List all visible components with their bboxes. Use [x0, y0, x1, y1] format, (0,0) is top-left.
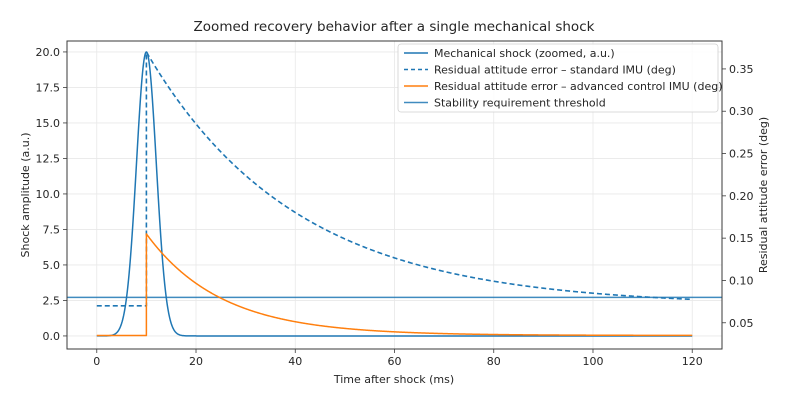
legend-label: Residual attitude error – advanced contr… [434, 80, 723, 93]
series-advanced-imu [96, 233, 693, 337]
y-tick-label-right: 0.25 [729, 148, 754, 161]
y-axis-right-label: Residual attitude error (deg) [757, 117, 770, 273]
legend-label: Stability requirement threshold [434, 97, 606, 110]
y-tick-label-left: 2.5 [43, 294, 61, 307]
y-tick-label-left: 0.0 [43, 330, 61, 343]
y-tick-label-left: 17.5 [36, 81, 61, 94]
legend: Mechanical shock (zoomed, a.u.) Residual … [397, 43, 723, 113]
y-tick-label-left: 20.0 [36, 46, 61, 59]
y-tick-label-left: 7.5 [43, 223, 61, 236]
x-tick-label: 120 [682, 355, 703, 368]
y-tick-label-right: 0.35 [729, 63, 754, 76]
x-axis: 0 20 40 60 80 100 120 [93, 349, 703, 368]
x-tick-label: 80 [487, 355, 501, 368]
y-tick-label-left: 10.0 [36, 188, 61, 201]
y-tick-label-right: 0.15 [729, 232, 754, 245]
legend-box [397, 43, 719, 113]
y-axis-left-label: Shock amplitude (a.u.) [19, 133, 32, 258]
x-tick-label: 40 [288, 355, 302, 368]
series-layer [67, 51, 722, 337]
y-tick-label-left: 5.0 [43, 259, 61, 272]
legend-label: Residual attitude error – standard IMU (… [434, 64, 676, 77]
y-axis-left: 0.0 2.5 5.0 7.5 10.0 12.5 15.0 17.5 20.0 [36, 46, 67, 343]
y-tick-label-left: 12.5 [36, 152, 61, 165]
legend-label: Mechanical shock (zoomed, a.u.) [434, 47, 615, 60]
x-axis-label: Time after shock (ms) [333, 373, 454, 386]
x-tick-label: 60 [388, 355, 402, 368]
chart-title: Zoomed recovery behavior after a single … [194, 19, 595, 35]
y-tick-label-right: 0.05 [729, 317, 754, 330]
x-tick-label: 20 [189, 355, 203, 368]
y-tick-label-right: 0.30 [729, 105, 754, 118]
x-tick-label: 100 [582, 355, 603, 368]
y-tick-label-right: 0.10 [729, 274, 754, 287]
y-tick-label-right: 0.20 [729, 190, 754, 203]
series-standard-imu [96, 51, 693, 307]
y-axis-right: 0.05 0.10 0.15 0.20 0.25 0.30 0.35 [722, 63, 754, 330]
y-tick-label-left: 15.0 [36, 117, 61, 130]
x-tick-label: 0 [93, 355, 100, 368]
